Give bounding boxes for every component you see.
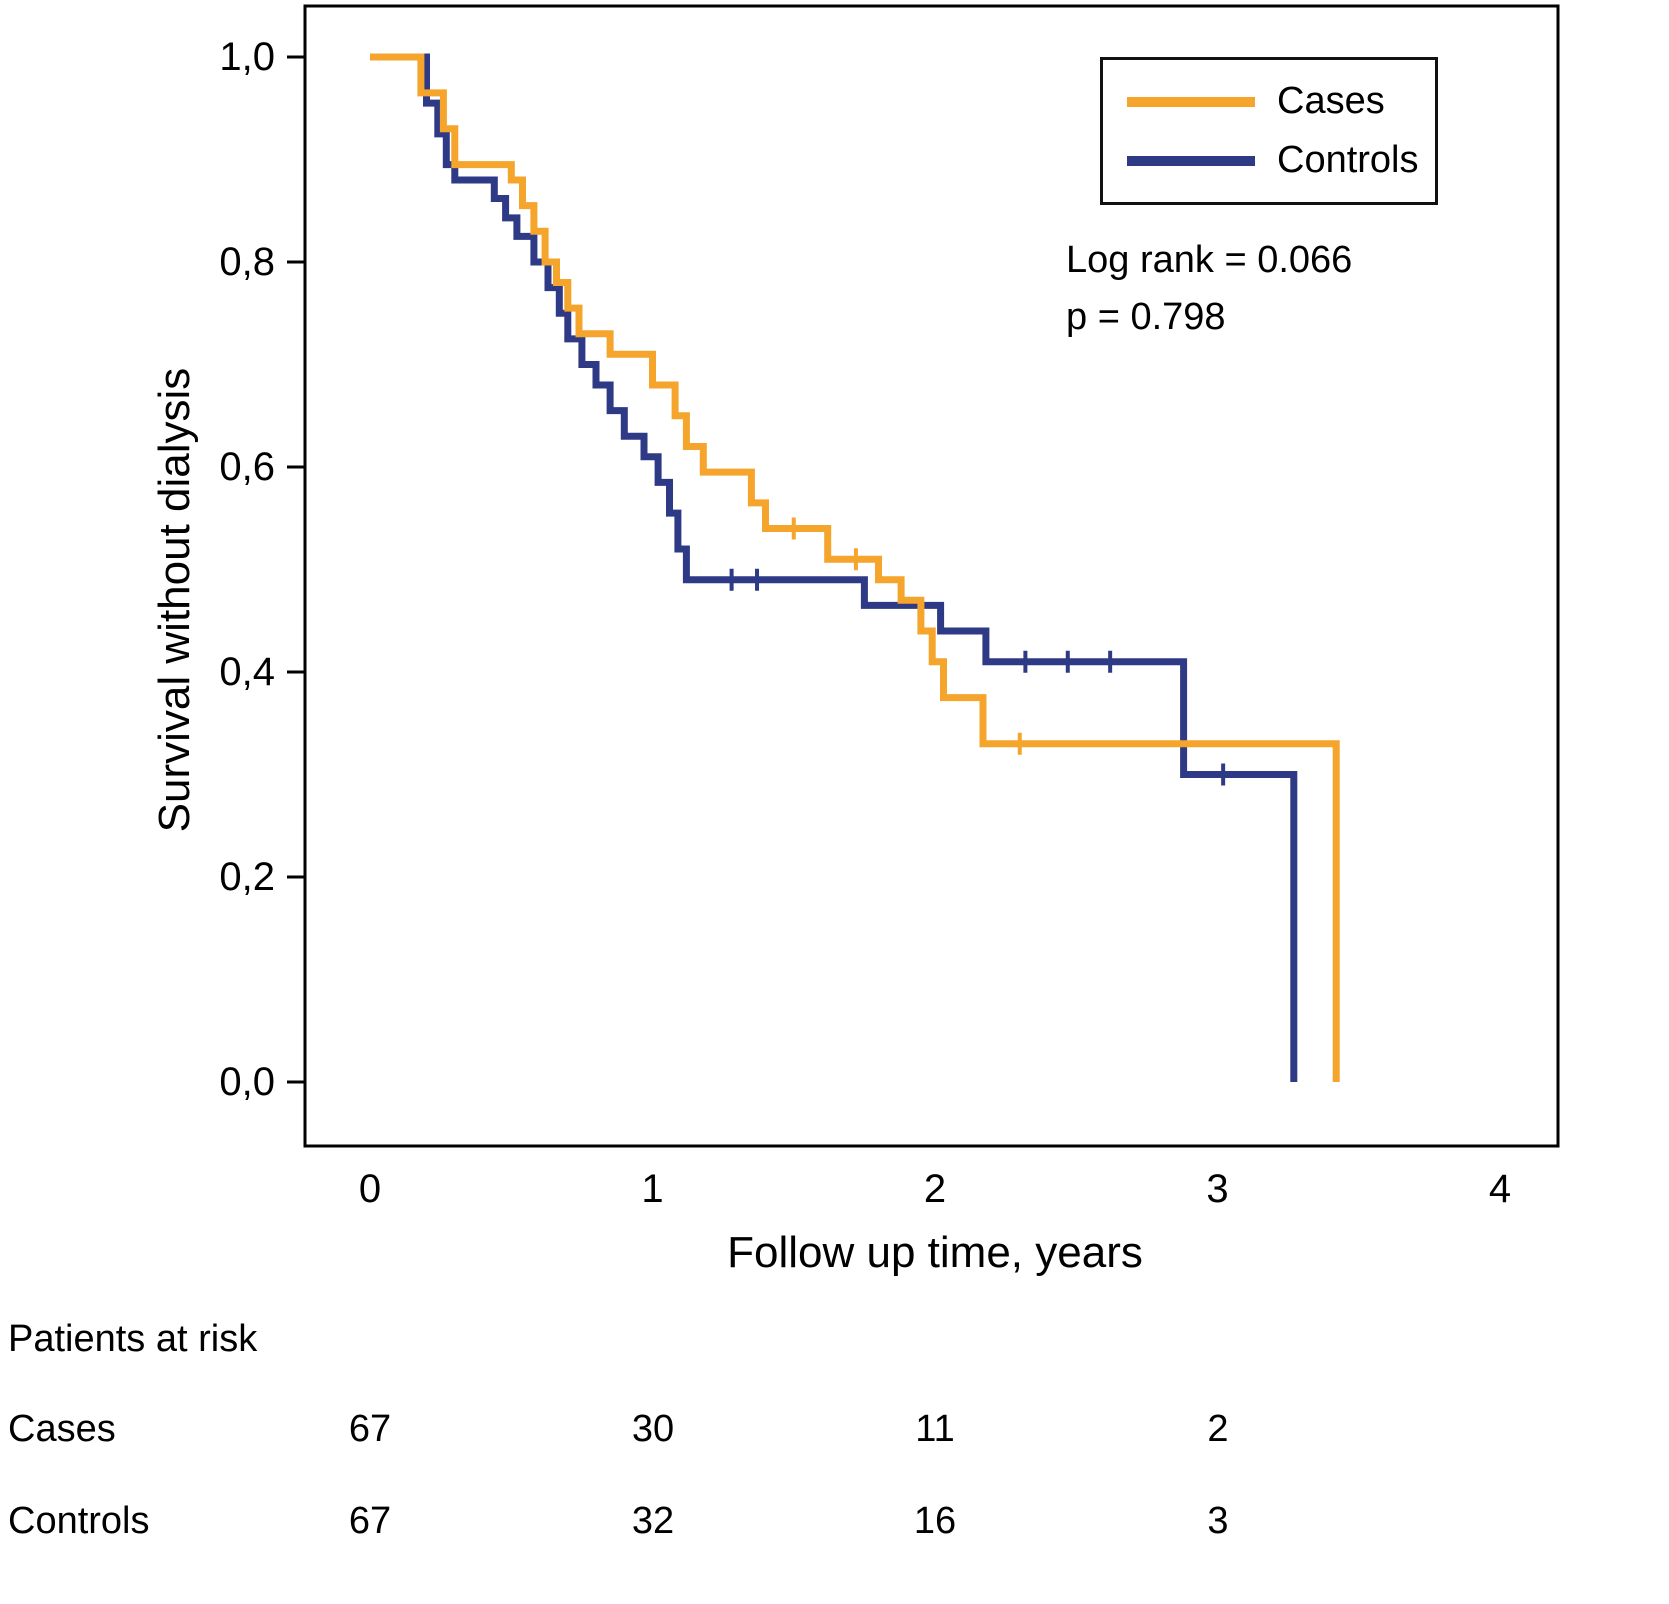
risk-row-label: Controls: [8, 1500, 150, 1542]
risk-count: 67: [348, 1408, 392, 1450]
legend-label-cases: Cases: [1277, 80, 1385, 122]
legend-item-cases: Cases: [1103, 72, 1435, 131]
risk-count: 67: [348, 1500, 392, 1542]
svg-text:0,2: 0,2: [219, 855, 275, 899]
y-axis-label: Survival without dialysis: [150, 367, 199, 833]
risk-row-label: Cases: [8, 1408, 116, 1450]
cases-line-icon: [1127, 96, 1255, 107]
risk-count: 2: [1207, 1408, 1229, 1450]
legend-item-controls: Controls: [1103, 131, 1435, 190]
log-rank-value: Log rank = 0.066: [1066, 239, 1353, 281]
controls-line-icon: [1127, 155, 1255, 166]
stats-annotation: Log rank = 0.066 p = 0.798: [1066, 232, 1352, 346]
svg-text:3: 3: [1206, 1167, 1228, 1211]
risk-count: 3: [1207, 1500, 1229, 1542]
p-value: p = 0.798: [1066, 296, 1226, 338]
risk-row-controls: Controls 67 32 16 3: [0, 1500, 1669, 1548]
svg-text:0,6: 0,6: [219, 445, 275, 489]
svg-text:0: 0: [359, 1167, 381, 1211]
svg-text:1,0: 1,0: [219, 35, 275, 79]
svg-text:0,8: 0,8: [219, 240, 275, 284]
legend: Cases Controls: [1100, 57, 1438, 205]
svg-text:1: 1: [641, 1167, 663, 1211]
svg-text:2: 2: [924, 1167, 946, 1211]
risk-count: 11: [915, 1408, 955, 1450]
risk-count: 16: [913, 1500, 957, 1542]
risk-table-title: Patients at risk: [8, 1318, 258, 1360]
svg-text:0,4: 0,4: [219, 650, 275, 694]
risk-count: 30: [631, 1408, 675, 1450]
x-axis-label: Follow up time, years: [727, 1228, 1143, 1277]
svg-text:4: 4: [1489, 1167, 1511, 1211]
svg-text:0,0: 0,0: [219, 1060, 275, 1104]
risk-row-cases: Cases 67 30 11 2: [0, 1408, 1669, 1456]
risk-count: 32: [631, 1500, 675, 1542]
legend-label-controls: Controls: [1277, 139, 1419, 181]
